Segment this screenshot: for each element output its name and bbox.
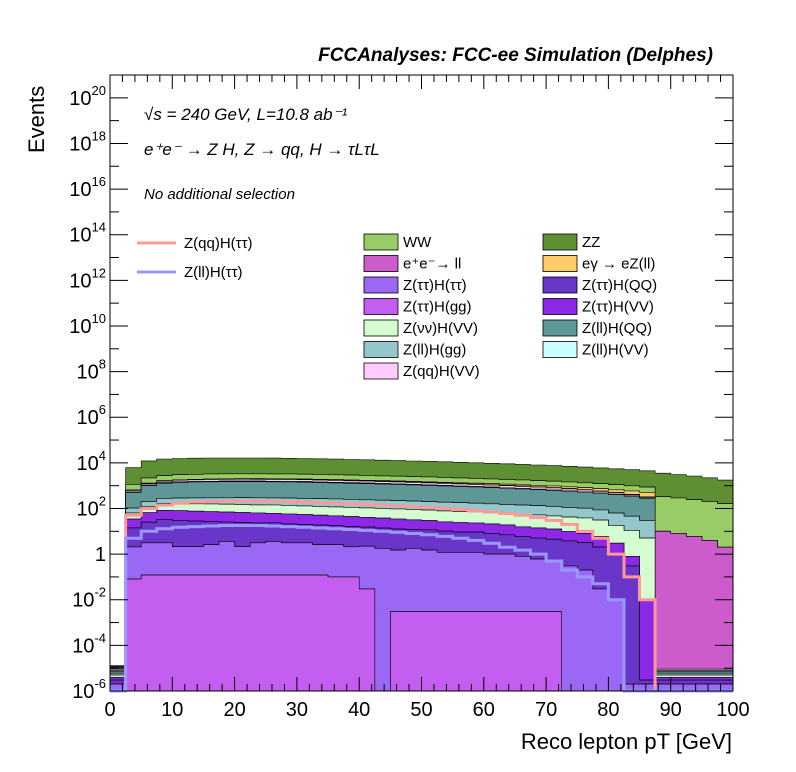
x-tick-label: 40 [348,699,370,721]
y-tick-label: 10-6 [72,676,106,703]
legend-label: Z(ττ)H(gg) [403,299,472,316]
legend-label: Z(ττ)H(QQ) [582,277,657,294]
chart-title: FCCAnalyses: FCC-ee Simulation (Delphes) [318,45,713,66]
legend-label: e⁺e⁻→ ll [403,256,461,273]
x-tick-label: 10 [161,699,183,721]
y-tick-label: 1012 [69,265,106,292]
y-tick-label: 102 [77,493,106,520]
x-tick-label: 60 [473,699,495,721]
x-tick-label: 100 [716,699,749,721]
legend-label: Z(ll)H(VV) [582,342,649,359]
legend-swatch [363,341,399,358]
legend: Z(qq)H(ττ) Z(ll)H(ττ) WW e⁺e⁻→ ll Z(ττ)H(ττ)… [137,233,657,380]
legend-label: Z(ττ)H(VV) [582,299,654,316]
legend-label: Z(ττ)H(ττ) [403,277,467,294]
legend-label: Z(ll)H(gg) [403,342,466,359]
legend-swatch [363,362,399,380]
y-tick-label: 1010 [69,311,106,338]
line-Z(ll)H(ττ) [110,524,733,693]
x-tick-label: 30 [286,699,308,721]
legend-label: Z(νν)H(VV) [403,320,478,337]
legend-swatch [542,255,578,272]
legend-label: Z(ll)H(QQ) [582,320,652,337]
legend-swatch [542,298,578,315]
annotation-process: e⁺e⁻ → Z H, Z → qq, H → τLτL [144,140,380,159]
x-tick-label: 80 [597,699,619,721]
x-tick-label: 70 [535,699,557,721]
x-tick-label: 50 [410,699,432,721]
line-Z(qq)H(ττ) [110,499,733,693]
legend-swatch [363,255,399,272]
legend-label: WW [403,234,432,251]
legend-swatch [363,276,399,294]
x-tick-label: 20 [223,699,245,721]
y-tick-label: 1018 [69,128,106,155]
legend-label: Z(qq)H(ττ) [184,235,253,252]
x-tick-label: 0 [104,699,115,721]
legend-swatch [542,276,578,294]
plot-area [109,74,734,693]
legend-swatch [363,233,399,251]
legend-label: Z(ll)H(ττ) [184,264,243,281]
y-tick-label: 1020 [69,83,106,110]
y-tick-label: 106 [77,402,106,429]
y-tick-label: 1014 [69,220,106,247]
y-axis: 10-6 10-4 10-2 1 102 104 106 108 1010 1012 1014 101… [69,74,733,703]
legend-label: eγ → eZ(ll) [582,256,655,273]
y-tick-label: 108 [77,357,106,384]
legend-swatch [363,298,399,315]
legend-swatch [542,319,578,337]
legend-label: ZZ [582,234,600,251]
y-axis-label: Events [24,86,49,153]
legend-swatch [542,341,578,358]
x-axis-label: Reco lepton pT [GeV] [521,729,732,754]
x-axis: 0 10 20 30 40 50 60 70 80 90 100 [104,75,750,721]
y-tick-label: 104 [77,448,106,475]
legend-label: Z(qq)H(VV) [403,363,480,380]
legend-swatch [542,233,578,251]
annotation-energy: √s = 240 GeV, L=10.8 ab⁻¹ [144,105,348,124]
x-tick-label: 90 [660,699,682,721]
y-tick-label: 1 [95,544,106,566]
y-tick-label: 10-2 [72,585,106,612]
legend-swatch [363,319,399,337]
y-tick-label: 1016 [69,174,106,201]
y-tick-label: 10-4 [72,630,106,657]
annotation-selection: No additional selection [144,186,295,203]
